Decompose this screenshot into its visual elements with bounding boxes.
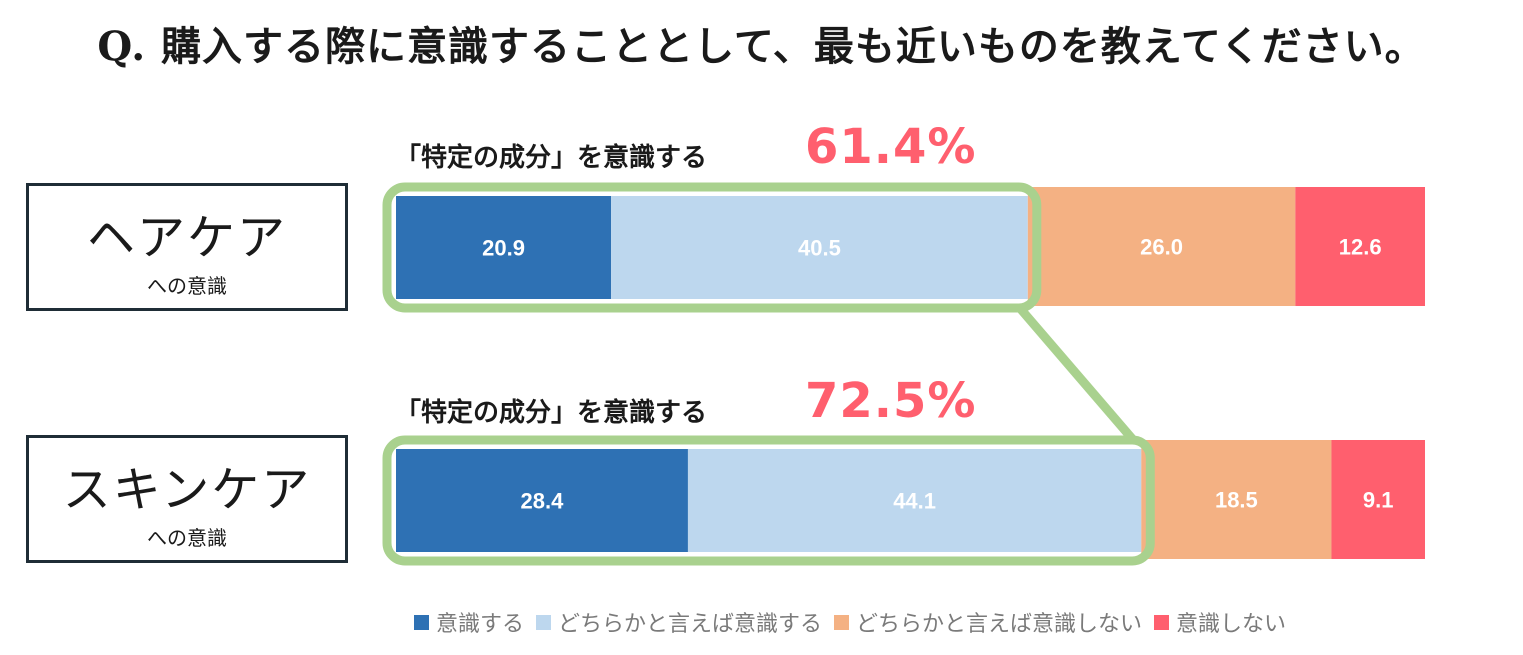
bar-segment (611, 196, 1028, 299)
chart-legend: 意識する どちらかと言えば意識する どちらかと言えば意識しない 意識しない (414, 606, 1298, 638)
category-name: スキンケア (62, 462, 312, 518)
data-label: 12.6 (1339, 235, 1382, 260)
chart-title: Q. 購入する際に意識することとして、最も近いものを教えてください。 (97, 23, 1426, 70)
bar-segment (1295, 187, 1425, 306)
legend-label: どちらかと言えば意識しない (856, 612, 1143, 637)
bar-segment (1331, 440, 1425, 559)
highlight-frame (382, 435, 1155, 566)
data-label: 20.9 (482, 236, 525, 261)
bar-segment (687, 449, 1142, 552)
category-box-haircare: ヘアケア への意識 (26, 183, 348, 311)
callout-label-haircare: 「特定の成分」を意識する (395, 143, 708, 173)
highlight-frame (382, 182, 1042, 313)
category-box-skincare: スキンケア への意識 (26, 435, 348, 563)
legend-swatch (414, 614, 429, 630)
legend-swatch (1154, 614, 1170, 630)
bar-segment (1027, 187, 1296, 306)
legend-item: 意識しない (1154, 606, 1286, 638)
callout-label-skincare: 「特定の成分」を意識する (395, 398, 708, 428)
callout-percent-skincare: 72.5% (805, 373, 977, 429)
legend-swatch (834, 614, 850, 630)
category-subtitle: への意識 (147, 526, 227, 550)
legend-label: 意識する (436, 612, 525, 637)
legend-label: 意識しない (1176, 612, 1287, 637)
data-label: 40.5 (798, 236, 841, 261)
legend-swatch (536, 614, 552, 630)
legend-label: どちらかと言えば意識する (558, 612, 823, 637)
highlight-connector (1016, 305, 1137, 443)
data-label: 28.4 (521, 489, 565, 514)
category-subtitle: への意識 (147, 274, 227, 298)
data-label: 18.5 (1215, 488, 1258, 513)
data-label: 26.0 (1140, 235, 1183, 260)
legend-item: どちらかと言えば意識する (536, 606, 822, 638)
bar-segment (1141, 440, 1332, 559)
data-label: 9.1 (1363, 488, 1394, 513)
legend-item: どちらかと言えば意識しない (834, 606, 1142, 638)
legend-item: 意識する (414, 606, 524, 638)
callout-percent-haircare: 61.4% (805, 119, 977, 175)
data-label: 44.1 (893, 489, 936, 514)
bar-segment (396, 196, 612, 299)
category-name: ヘアケア (86, 210, 287, 266)
bar-segment (396, 449, 688, 552)
